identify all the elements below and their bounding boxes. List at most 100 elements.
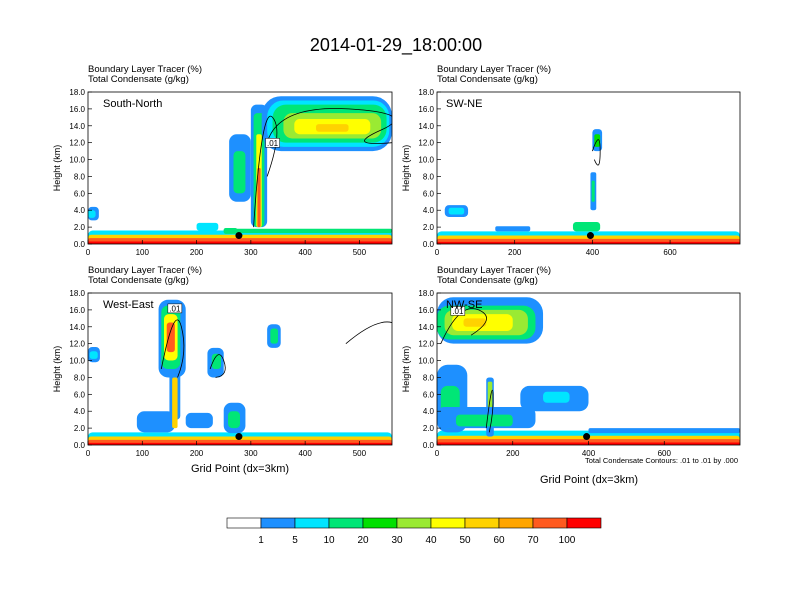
x-tick-label: 300 [244, 248, 258, 257]
location-marker [583, 433, 591, 441]
y-tick-label: 2.0 [423, 424, 435, 433]
y-axis-label: Height (km) [52, 346, 62, 393]
tracer-region [448, 207, 465, 215]
plot-frame [87, 91, 393, 245]
panel-subtitle-condensate: Total Condensate (g/kg) [437, 275, 538, 286]
x-tick-label: 200 [508, 248, 522, 257]
contour-label-box [265, 138, 280, 148]
y-tick-label: 6.0 [423, 189, 435, 198]
location-marker [235, 433, 243, 441]
y-tick-label: 16.0 [418, 105, 434, 114]
y-tick-label: 2.0 [74, 223, 86, 232]
panel-label: South-North [103, 98, 162, 110]
tracer-region [185, 412, 213, 429]
tracer-region [211, 353, 221, 369]
y-tick-label: 16.0 [69, 306, 85, 315]
plot-area: 0.0 2.0 4.0 6.0 8.0 10.0 12.0 14.0 16.0 18.0 0 100 2… [52, 289, 393, 458]
condensate-contour [440, 308, 487, 344]
tracer-field [88, 293, 392, 445]
tracer-region [196, 222, 219, 231]
colorbar-label: 40 [425, 535, 437, 546]
tracer-region [588, 428, 740, 434]
tracer-region [270, 328, 278, 344]
x-tick-label: 100 [136, 449, 150, 458]
y-tick-label: 4.0 [423, 407, 435, 416]
condensate-contour [266, 108, 392, 144]
y-tick-label: 18.0 [418, 88, 434, 97]
y-tick-label: 10.0 [418, 357, 434, 366]
x-tick-label: 0 [435, 248, 440, 257]
condensate-contour [160, 319, 185, 378]
y-tick-label: 8.0 [74, 373, 86, 382]
colorbar-label: 10 [323, 535, 335, 546]
colorbar-swatch [294, 517, 330, 529]
y-tick-label: 14.0 [418, 323, 434, 332]
tracer-region [572, 222, 601, 232]
y-tick-label: 8.0 [74, 172, 86, 181]
plot-frame [436, 91, 741, 245]
x-axis-label: Grid Point (dx=3km) [540, 474, 638, 486]
colorbar-label: 1 [258, 535, 264, 546]
y-tick-label: 4.0 [74, 206, 86, 215]
colorbar-label: 20 [357, 535, 369, 546]
x-tick-label: 100 [136, 248, 150, 257]
tracer-field [88, 92, 392, 244]
y-tick-label: 14.0 [69, 323, 85, 332]
colorbar-swatch [532, 517, 568, 529]
x-tick-label: 200 [190, 248, 204, 257]
y-tick-label: 0.0 [423, 441, 435, 450]
location-marker [235, 232, 243, 240]
y-tick-label: 6.0 [74, 390, 86, 399]
x-tick-label: 0 [86, 449, 91, 458]
panel-south-north: Boundary Layer Tracer (%) Total Condensa… [52, 64, 393, 257]
x-tick-label: 400 [298, 248, 312, 257]
tracer-region [257, 168, 261, 228]
tracer-field [437, 92, 740, 244]
colorbar-label: 70 [527, 535, 539, 546]
colorbar-label: 50 [459, 535, 471, 546]
panel-subtitle-condensate: Total Condensate (g/kg) [88, 275, 189, 286]
y-tick-label: 0.0 [74, 240, 86, 249]
y-tick-label: 12.0 [69, 139, 85, 148]
contour-label: .01 [267, 139, 279, 148]
panel-subtitle-tracer: Boundary Layer Tracer (%) [437, 265, 551, 276]
tracer-region [228, 411, 240, 429]
colorbar-swatch [362, 517, 398, 529]
y-tick-label: 18.0 [69, 88, 85, 97]
colorbar-swatch [566, 517, 602, 529]
y-tick-label: 18.0 [69, 289, 85, 298]
colorbar-label: 100 [559, 535, 576, 546]
tracer-region [223, 228, 392, 234]
contour-label: .01 [169, 304, 181, 313]
contour-note: Total Condensate Contours: .01 to .01 by… [585, 456, 738, 465]
tracer-region [316, 124, 349, 132]
tracer-region [455, 414, 513, 427]
tracer-region [463, 318, 487, 327]
plot-area: 0.0 2.0 4.0 6.0 8.0 10.0 12.0 14.0 16.0 18.0 0 100 2… [52, 88, 393, 257]
x-tick-label: 0 [435, 449, 440, 458]
colorbar-label: 60 [493, 535, 505, 546]
panel-west-east: Boundary Layer Tracer (%) Total Condensa… [52, 265, 393, 475]
tracer-region [172, 377, 178, 429]
colorbar-swatch [464, 517, 500, 529]
colorbar-label: 30 [391, 535, 403, 546]
x-tick-label: 300 [244, 449, 258, 458]
y-tick-label: 6.0 [423, 390, 435, 399]
y-axis-label: Height (km) [401, 145, 411, 192]
y-tick-label: 12.0 [418, 340, 434, 349]
colorbar-swatch [498, 517, 534, 529]
tracer-region [437, 241, 740, 244]
tracer-region [591, 180, 595, 202]
panel-subtitle-tracer: Boundary Layer Tracer (%) [88, 265, 202, 276]
panel-subtitle-tracer: Boundary Layer Tracer (%) [88, 64, 202, 75]
y-tick-label: 10.0 [69, 156, 85, 165]
panel-label: NW-SE [446, 299, 482, 311]
y-tick-label: 10.0 [69, 357, 85, 366]
condensate-contour [592, 139, 601, 166]
tracer-region [166, 322, 175, 353]
y-tick-label: 18.0 [418, 289, 434, 298]
x-tick-label: 200 [506, 449, 520, 458]
colorbar-swatch [396, 517, 432, 529]
x-tick-label: 600 [663, 248, 677, 257]
